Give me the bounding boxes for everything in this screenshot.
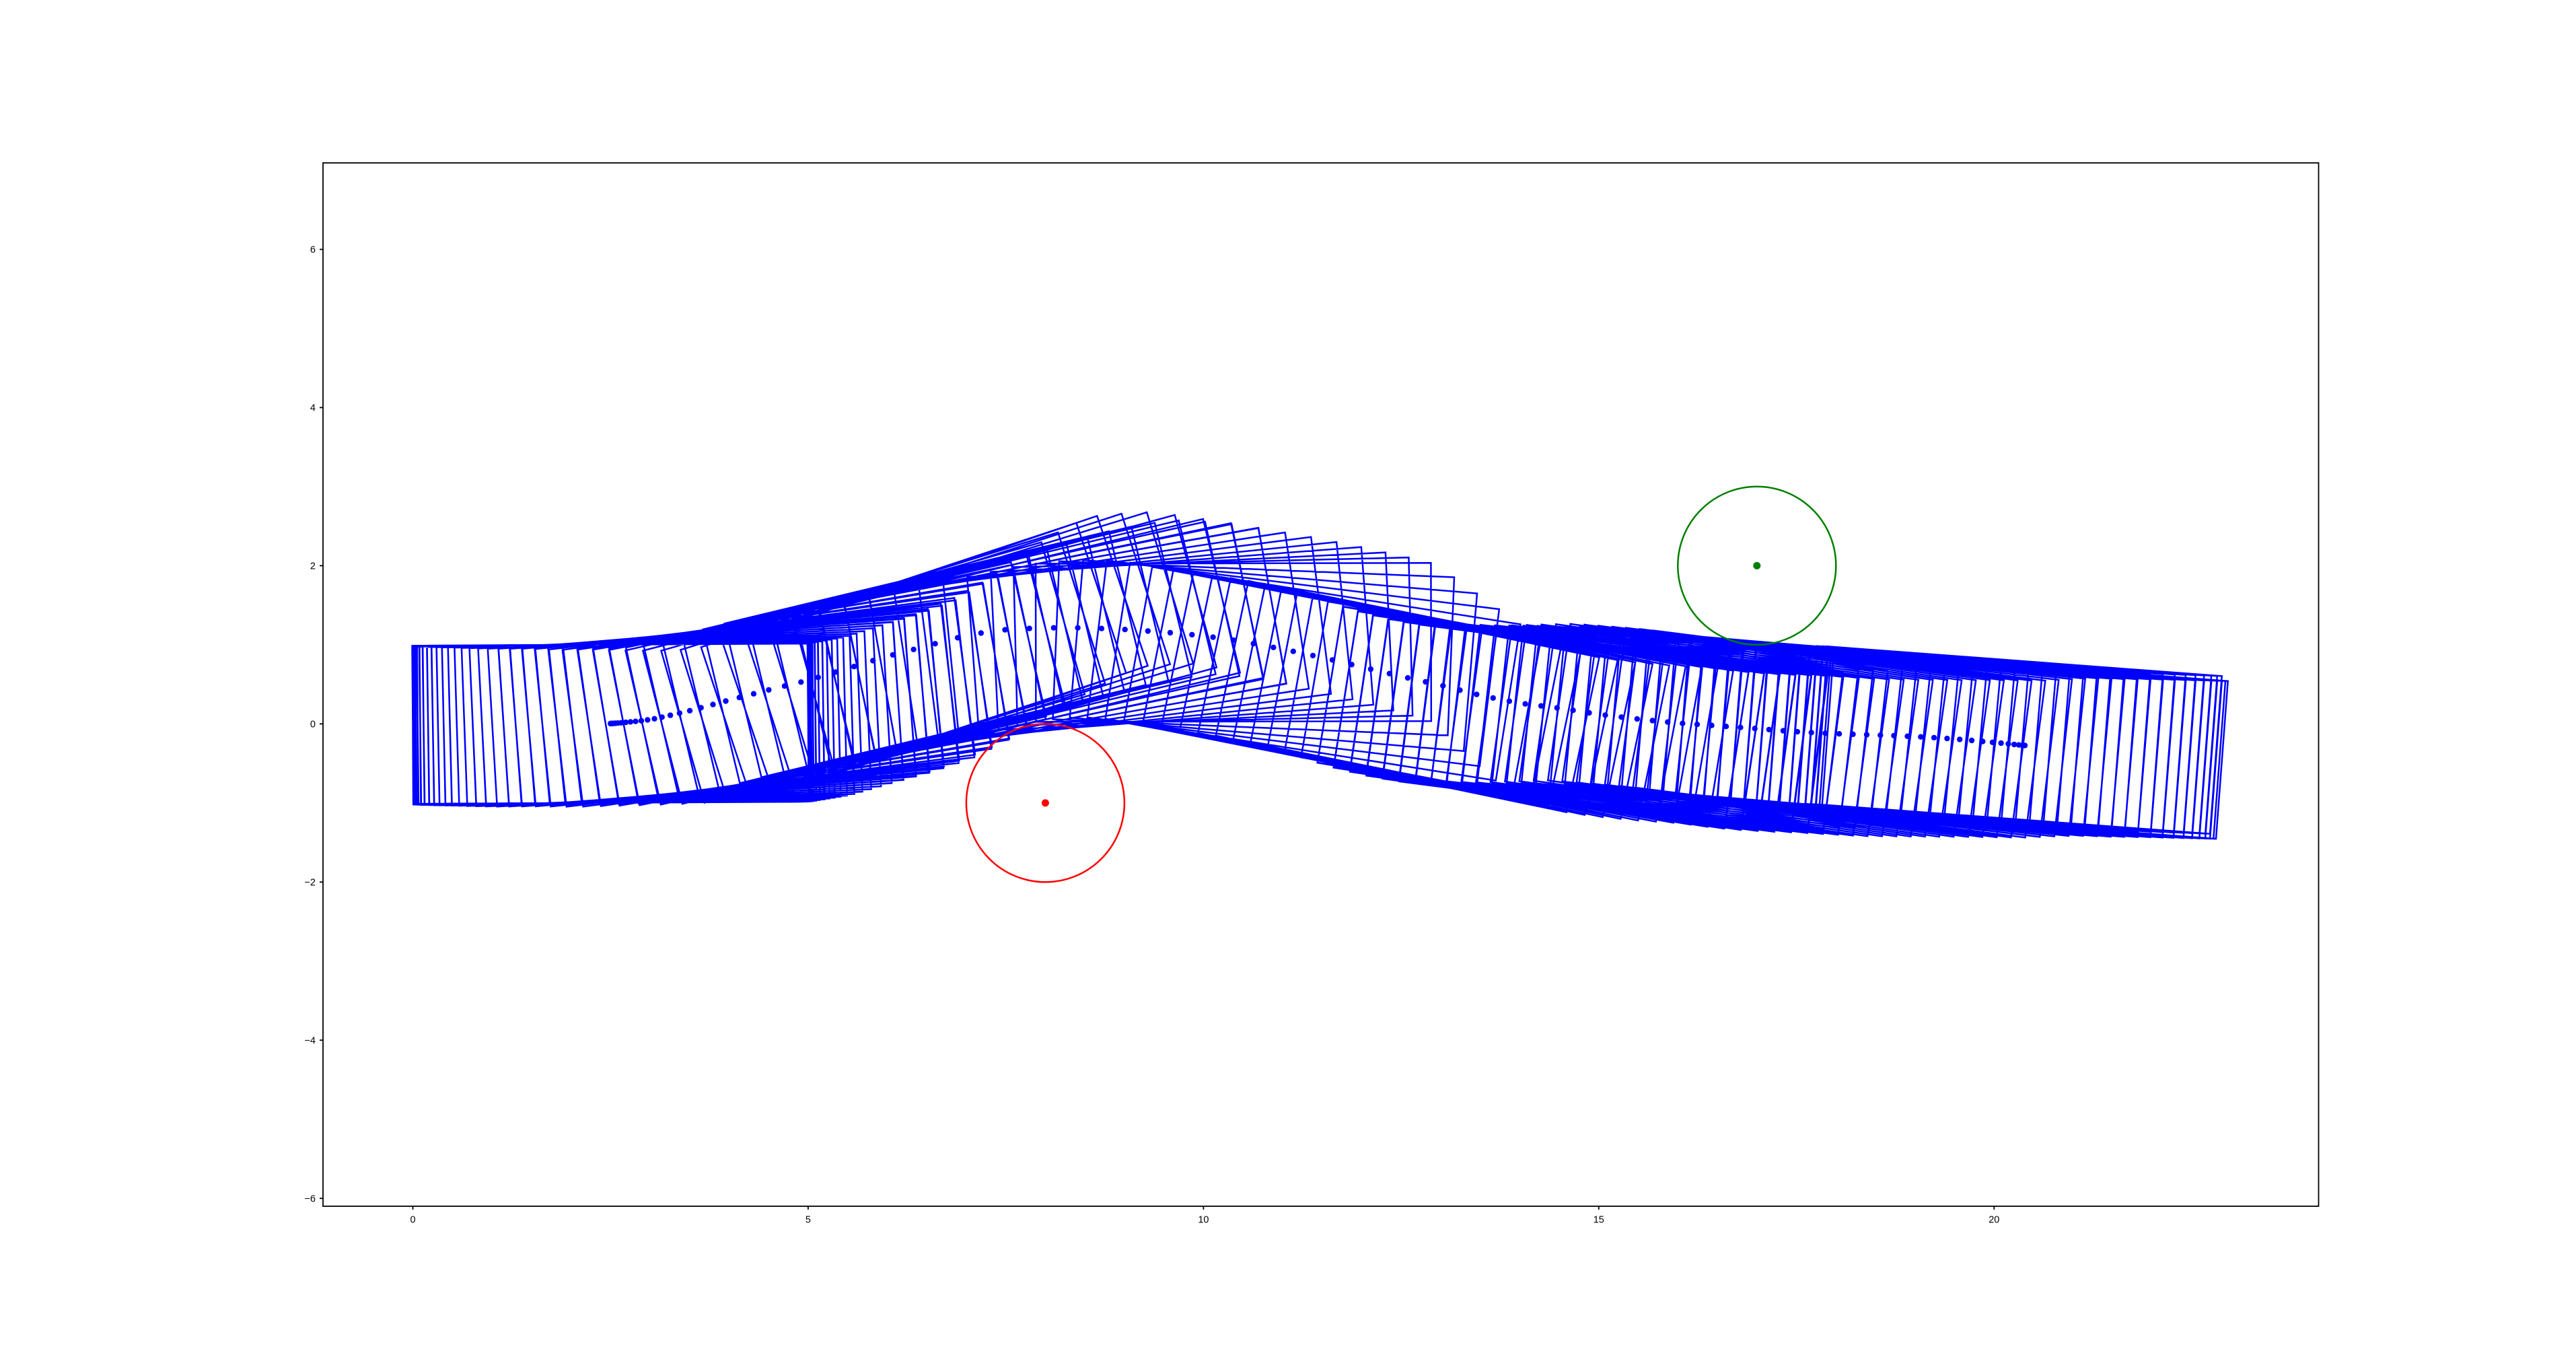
svg-text:0: 0 — [310, 720, 316, 730]
svg-text:20: 20 — [1989, 1215, 1999, 1226]
svg-text:4: 4 — [310, 403, 316, 414]
svg-text:2: 2 — [310, 561, 316, 572]
svg-text:−4: −4 — [304, 1036, 316, 1047]
svg-text:15: 15 — [1594, 1215, 1604, 1226]
svg-text:−2: −2 — [304, 878, 316, 889]
svg-text:10: 10 — [1198, 1215, 1209, 1226]
svg-text:6: 6 — [310, 245, 316, 256]
svg-text:5: 5 — [806, 1215, 811, 1226]
svg-text:0: 0 — [410, 1215, 415, 1226]
svg-text:−6: −6 — [304, 1194, 316, 1205]
